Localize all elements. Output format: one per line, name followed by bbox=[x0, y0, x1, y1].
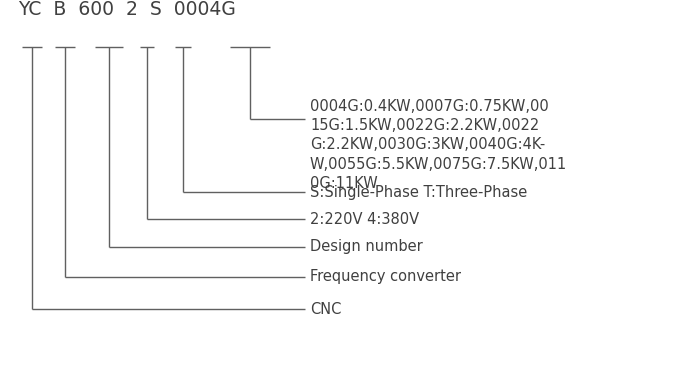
Text: CNC: CNC bbox=[310, 302, 342, 317]
Text: Frequency converter: Frequency converter bbox=[310, 270, 461, 285]
Text: S:Single-Phase T:Three-Phase: S:Single-Phase T:Three-Phase bbox=[310, 184, 527, 199]
Text: 0004G:0.4KW,0007G:0.75KW,00
15G:1.5KW,0022G:2.2KW,0022
G:2.2KW,0030G:3KW,0040G:4: 0004G:0.4KW,0007G:0.75KW,00 15G:1.5KW,00… bbox=[310, 99, 568, 191]
Text: Design number: Design number bbox=[310, 239, 423, 254]
Text: YC  B  600  2  S  0004G: YC B 600 2 S 0004G bbox=[18, 0, 236, 19]
Text: 2:220V 4:380V: 2:220V 4:380V bbox=[310, 211, 419, 227]
